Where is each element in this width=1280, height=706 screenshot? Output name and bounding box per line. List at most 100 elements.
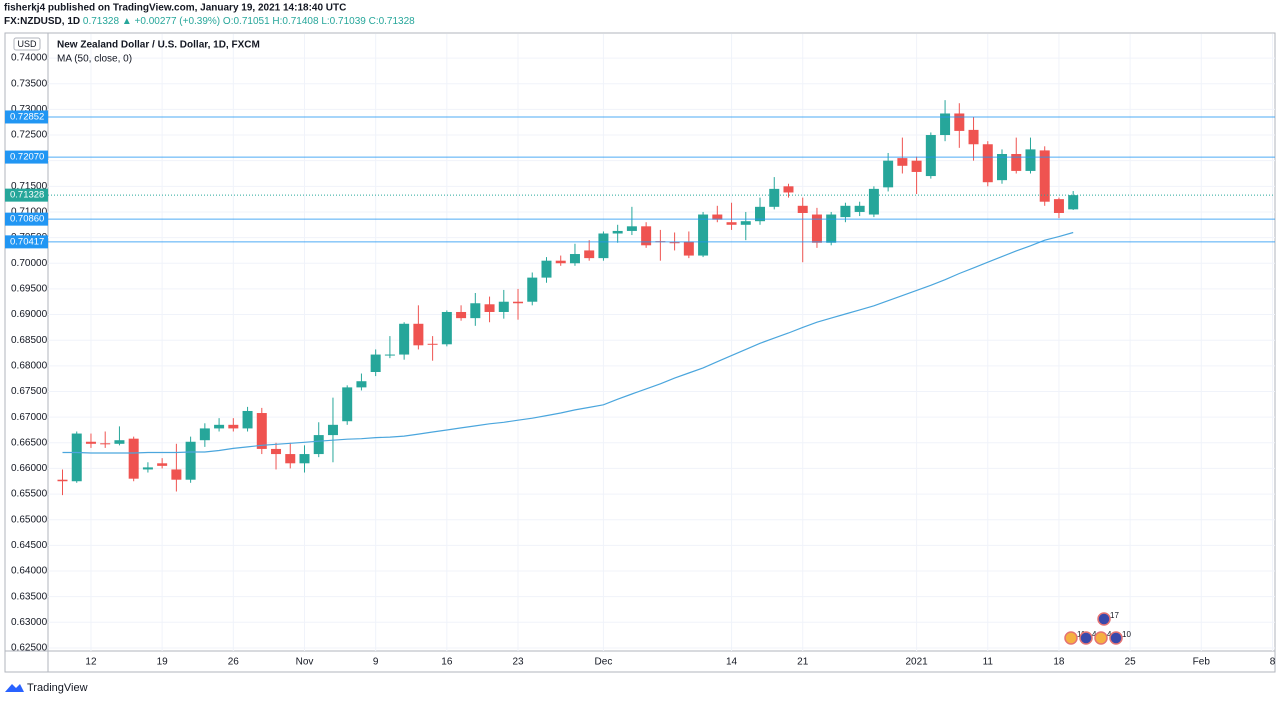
candle-body bbox=[199, 428, 210, 441]
candle-body bbox=[854, 205, 865, 212]
candle-body bbox=[769, 188, 780, 207]
y-tick-label: 0.69500 bbox=[11, 284, 48, 295]
candle-body bbox=[313, 435, 324, 455]
candle-body bbox=[598, 233, 609, 259]
x-tick-label: 21 bbox=[797, 657, 809, 668]
event-icon bbox=[1097, 612, 1111, 626]
candle-body bbox=[271, 448, 282, 455]
level-label: 0.72070 bbox=[10, 152, 44, 163]
candle-body bbox=[683, 241, 694, 256]
candle-body bbox=[527, 277, 538, 302]
candle-body bbox=[128, 438, 139, 479]
level-label-box bbox=[5, 150, 48, 164]
chart-title: New Zealand Dollar / U.S. Dollar, 1D, FX… bbox=[57, 40, 260, 51]
y-tick-label: 0.73000 bbox=[11, 104, 48, 115]
candle-body bbox=[555, 260, 566, 264]
candle-body bbox=[740, 221, 751, 225]
candle-body bbox=[712, 214, 723, 220]
x-tick-label: 14 bbox=[726, 657, 738, 668]
x-tick-label: 8 bbox=[1270, 657, 1276, 668]
x-tick-label: 2021 bbox=[905, 657, 928, 668]
x-tick-label: 19 bbox=[157, 657, 169, 668]
candle-body bbox=[456, 311, 467, 319]
x-tick-label: 12 bbox=[85, 657, 97, 668]
x-tick-label: 9 bbox=[373, 657, 379, 668]
y-tick-label: 0.68000 bbox=[11, 360, 48, 371]
y-tick-label: 0.65000 bbox=[11, 514, 48, 525]
candle-body bbox=[641, 226, 652, 246]
level-label: 0.70860 bbox=[10, 214, 44, 225]
candle-body bbox=[840, 205, 851, 218]
candle-body bbox=[498, 301, 509, 312]
candle-body bbox=[228, 424, 239, 429]
x-tick-label: 25 bbox=[1125, 657, 1137, 668]
candle-body bbox=[342, 387, 353, 422]
candle-body bbox=[868, 188, 879, 215]
x-tick-label: 23 bbox=[512, 657, 524, 668]
y-tick-label: 0.63000 bbox=[11, 617, 48, 628]
last-price-label: 0.71328 bbox=[10, 190, 44, 201]
candle-body bbox=[484, 304, 495, 312]
candle-body bbox=[513, 301, 524, 304]
y-tick-label: 0.65500 bbox=[11, 489, 48, 500]
x-tick-label: 18 bbox=[1053, 657, 1065, 668]
candle-body bbox=[185, 441, 196, 480]
candle-body bbox=[982, 144, 993, 183]
currency: USD bbox=[17, 39, 37, 49]
candle-body bbox=[1068, 195, 1079, 210]
candle-body bbox=[1053, 199, 1064, 213]
candle-body bbox=[470, 303, 481, 319]
ma-legend: MA (50, close, 0) bbox=[57, 54, 132, 65]
candle-body bbox=[1011, 153, 1022, 171]
x-tick-label: 11 bbox=[983, 657, 994, 668]
grid bbox=[48, 34, 1275, 651]
candle-body bbox=[797, 205, 808, 213]
level-label-box bbox=[5, 110, 48, 124]
candle-body bbox=[584, 250, 595, 259]
x-tick-label: Nov bbox=[296, 657, 314, 668]
ohlc: O:0.71051 H:0.71408 L:0.71039 C:0.71328 bbox=[223, 16, 415, 27]
level-label: 0.72852 bbox=[10, 111, 44, 122]
y-tick-label: 0.64000 bbox=[11, 566, 48, 577]
candle-body bbox=[441, 311, 452, 345]
candle-body bbox=[1039, 150, 1050, 202]
candle-body bbox=[256, 413, 267, 449]
event-count: 4 bbox=[1092, 630, 1097, 639]
tradingview-logo bbox=[5, 684, 24, 692]
candle-body bbox=[214, 424, 225, 429]
candle-body bbox=[356, 381, 367, 388]
candle-body bbox=[71, 433, 82, 482]
currency-box bbox=[13, 37, 41, 51]
candle-body bbox=[726, 222, 737, 225]
candle-body bbox=[157, 463, 168, 466]
candle-body bbox=[1025, 149, 1036, 171]
candle-body bbox=[370, 354, 381, 372]
y-tick-label: 0.64500 bbox=[11, 540, 48, 551]
event-count: 10 bbox=[1122, 630, 1131, 639]
candle-body bbox=[242, 410, 253, 429]
candle-body bbox=[171, 469, 182, 480]
candle-body bbox=[114, 440, 125, 444]
chart-frame bbox=[4, 32, 1276, 673]
y-tick-label: 0.70000 bbox=[11, 258, 48, 269]
event-icon bbox=[1094, 631, 1108, 645]
symbol: FX:NZDUSD, 1D bbox=[4, 16, 80, 27]
level-label: 0.70417 bbox=[10, 236, 44, 247]
y-tick-label: 0.71000 bbox=[11, 207, 48, 218]
candle-body bbox=[384, 354, 395, 356]
candle-body bbox=[569, 254, 580, 264]
y-tick-label: 0.63500 bbox=[11, 591, 48, 602]
y-tick-label: 0.73500 bbox=[11, 78, 48, 89]
y-tick-label: 0.68500 bbox=[11, 335, 48, 346]
candle-body bbox=[826, 214, 837, 243]
candle-body bbox=[940, 113, 951, 136]
y-tick-label: 0.62500 bbox=[11, 643, 48, 654]
candle-body bbox=[897, 158, 908, 166]
candle-body bbox=[925, 135, 936, 177]
candle-body bbox=[327, 424, 338, 436]
candle-body bbox=[669, 242, 680, 244]
candle-body bbox=[968, 129, 979, 145]
axes: 0.740000.735000.730000.725000.720000.715… bbox=[5, 53, 1276, 668]
candle-body bbox=[100, 443, 111, 445]
